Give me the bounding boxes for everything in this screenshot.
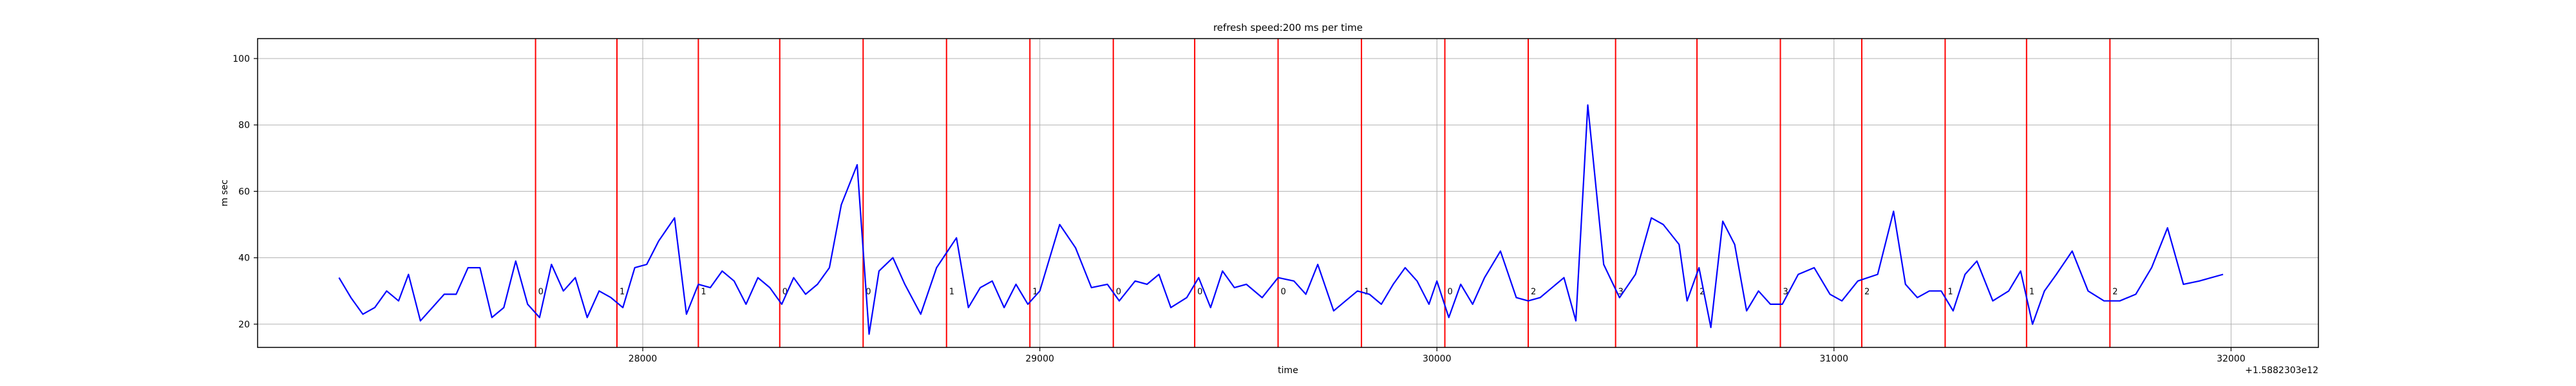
vertical-marker-label: 2 [1531,287,1536,297]
x-axis: 28000 29000 30000 31000 32000 [629,347,2246,364]
vertical-marker-label: 1 [1947,287,1953,297]
x-tick-label: 31000 [1820,354,1849,364]
vertical-marker-label: 0 [866,287,871,297]
y-tick-label: 80 [238,120,250,131]
x-tick-label: 32000 [2217,354,2246,364]
grid-layer [258,39,2318,347]
vertical-marker-label: 2 [2112,287,2117,297]
vertical-marker-label: 1 [701,287,706,297]
vertical-marker-label: 0 [1116,287,1121,297]
vertical-marker-label: 1 [1364,287,1369,297]
x-axis-offset-label: +1.5882303e12 [2245,365,2318,376]
y-tick-label: 40 [238,253,250,264]
vertical-marker-label: 3 [1618,287,1624,297]
vertical-marker-label: 0 [1448,287,1453,297]
series-line [338,104,2224,335]
vertical-marker-label: 0 [1281,287,1286,297]
vertical-marker-label: 0 [782,287,788,297]
plot-area [258,39,2318,347]
vertical-marker-label: 1 [2029,287,2034,297]
vertical-marker-label: 1 [949,287,954,297]
x-tick-label: 29000 [1025,354,1054,364]
y-tick-label: 20 [238,320,250,330]
y-axis-label: m sec [220,179,230,207]
x-axis-label: time [1278,365,1298,376]
vertical-marker-label: 1 [620,287,625,297]
vertical-marker-label: 0 [538,287,544,297]
vertical-marker-label: 2 [1864,287,1870,297]
vertical-marker-label: 2 [1700,287,1705,297]
vertical-marker-label: 3 [1783,287,1788,297]
y-tick-label: 100 [232,54,250,64]
series-layer [338,104,2224,335]
y-axis: 20 40 60 80 100 [232,54,258,330]
vertical-marker-label: 1 [1032,287,1037,297]
vertical-marker-label: 0 [1197,287,1202,297]
chart-title: refresh speed:200 ms per time [1213,22,1363,33]
y-tick-label: 60 [238,187,250,197]
plot-frame [257,38,2319,348]
x-tick-label: 30000 [1423,354,1452,364]
x-tick-label: 28000 [629,354,658,364]
